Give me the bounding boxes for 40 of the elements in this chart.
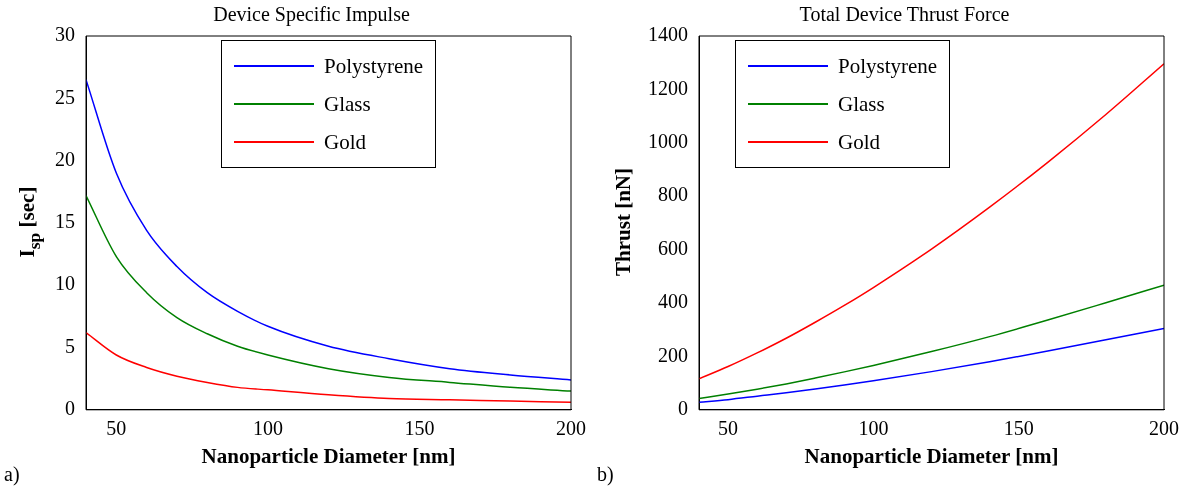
y-tick-label: 200 [658, 343, 688, 366]
y-axis-title: Thrust [nN] [610, 168, 636, 276]
y-tick-label: 0 [678, 397, 688, 420]
x-tick-label: 50 [106, 417, 127, 440]
line-series [86, 194, 571, 392]
x-tick-label: 50 [718, 417, 739, 440]
x-tick-label: 100 [252, 417, 283, 440]
y-tick-label: 600 [658, 236, 688, 259]
y-tick-label: 25 [55, 85, 75, 108]
legend-label: Gold [838, 129, 880, 155]
x-tick-label: 200 [1149, 417, 1179, 440]
x-tick-label: 100 [858, 417, 889, 440]
y-tick-label: 5 [65, 334, 75, 357]
legend-label: Glass [838, 91, 885, 117]
chart-title: Total Device Thrust Force [799, 3, 1010, 26]
x-tick-label: 150 [1003, 417, 1034, 440]
y-tick-label: 0 [65, 397, 75, 420]
x-axis-title: Nanoparticle Diameter [nm] [201, 443, 456, 468]
y-tick-label: 15 [55, 210, 75, 233]
y-tick-label: 20 [55, 147, 75, 170]
x-tick-label: 200 [556, 417, 586, 440]
line-series [86, 331, 571, 404]
y-tick-label: 400 [658, 290, 688, 313]
text: a) [4, 463, 20, 486]
y-tick-label: 800 [658, 183, 688, 206]
legend-label: Glass [324, 91, 371, 117]
y-tick-label: 10 [55, 272, 75, 295]
line-series [699, 284, 1164, 400]
y-tick-label: 1000 [648, 130, 688, 153]
y-tick-label: 1400 [648, 23, 688, 46]
legend-label: Polystyrene [838, 53, 938, 79]
y-tick-label: 1200 [648, 76, 688, 99]
x-tick-label: 150 [404, 417, 435, 440]
chart-title: Device Specific Impulse [213, 3, 410, 27]
y-tick-label: 30 [55, 23, 75, 46]
text: b) [597, 463, 614, 486]
legend-label: Gold [324, 129, 366, 155]
line-series [699, 327, 1164, 404]
legend-label: Polystyrene [324, 53, 424, 79]
x-axis-title: Nanoparticle Diameter [nm] [804, 443, 1059, 468]
